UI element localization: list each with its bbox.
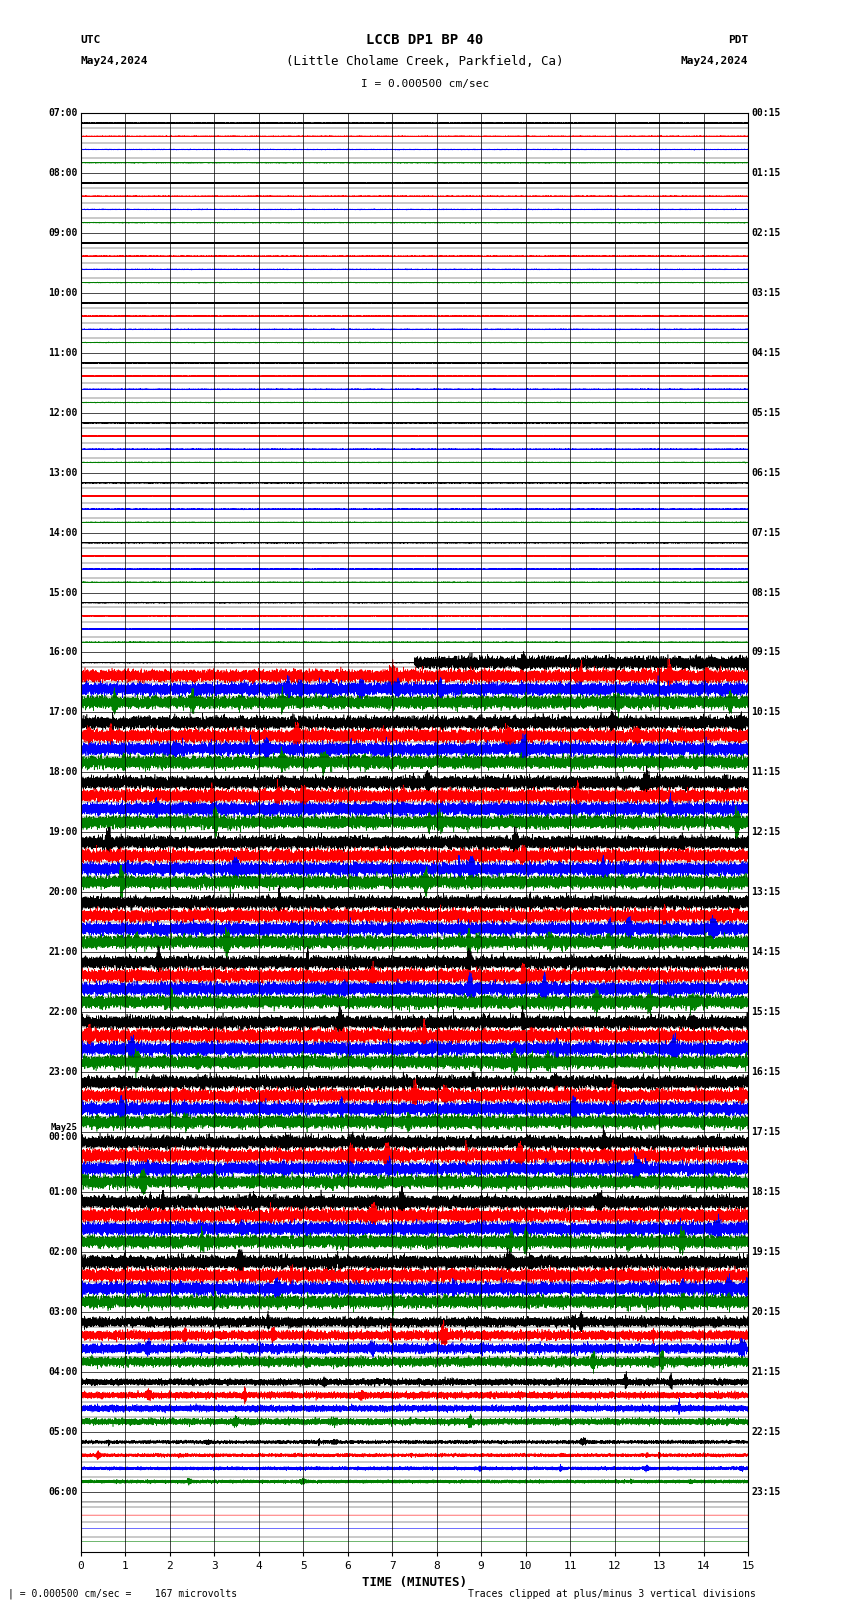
Text: 19:00: 19:00 [48,827,77,837]
Text: 03:15: 03:15 [751,287,780,298]
Text: 05:00: 05:00 [48,1428,77,1437]
Text: 16:00: 16:00 [48,647,77,658]
Text: 14:15: 14:15 [751,947,780,957]
Text: 22:00: 22:00 [48,1007,77,1018]
Text: LCCB DP1 BP 40: LCCB DP1 BP 40 [366,34,484,47]
Text: 11:00: 11:00 [48,348,77,358]
Text: 08:15: 08:15 [751,587,780,597]
Text: 08:00: 08:00 [48,168,77,177]
Text: 13:15: 13:15 [751,887,780,897]
Text: 15:00: 15:00 [48,587,77,597]
Text: 15:15: 15:15 [751,1007,780,1018]
Text: 06:15: 06:15 [751,468,780,477]
Text: Traces clipped at plus/minus 3 vertical divisions: Traces clipped at plus/minus 3 vertical … [468,1589,756,1598]
Text: 12:15: 12:15 [751,827,780,837]
Text: UTC: UTC [81,35,101,45]
Text: 01:00: 01:00 [48,1187,77,1197]
Text: 02:00: 02:00 [48,1247,77,1257]
Text: PDT: PDT [728,35,748,45]
Text: 00:15: 00:15 [751,108,780,118]
Text: | = 0.000500 cm/sec =    167 microvolts: | = 0.000500 cm/sec = 167 microvolts [8,1589,238,1598]
Text: 23:15: 23:15 [751,1487,780,1497]
Text: 02:15: 02:15 [751,227,780,237]
Text: 12:00: 12:00 [48,408,77,418]
Text: 04:00: 04:00 [48,1366,77,1378]
Text: 01:15: 01:15 [751,168,780,177]
Text: 07:15: 07:15 [751,527,780,537]
Text: 07:00: 07:00 [48,108,77,118]
Text: 09:00: 09:00 [48,227,77,237]
Text: 19:15: 19:15 [751,1247,780,1257]
X-axis label: TIME (MINUTES): TIME (MINUTES) [362,1576,467,1589]
Text: 05:15: 05:15 [751,408,780,418]
Text: 18:00: 18:00 [48,768,77,777]
Text: May24,2024: May24,2024 [81,56,148,66]
Text: 20:00: 20:00 [48,887,77,897]
Text: 21:00: 21:00 [48,947,77,957]
Text: 06:00: 06:00 [48,1487,77,1497]
Text: 04:15: 04:15 [751,348,780,358]
Text: 22:15: 22:15 [751,1428,780,1437]
Text: 17:15: 17:15 [751,1127,780,1137]
Text: 09:15: 09:15 [751,647,780,658]
Text: 17:00: 17:00 [48,708,77,718]
Text: 16:15: 16:15 [751,1068,780,1077]
Text: 14:00: 14:00 [48,527,77,537]
Text: May24,2024: May24,2024 [681,56,748,66]
Text: 11:15: 11:15 [751,768,780,777]
Text: 03:00: 03:00 [48,1307,77,1316]
Text: 10:00: 10:00 [48,287,77,298]
Text: May25: May25 [50,1123,77,1132]
Text: I = 0.000500 cm/sec: I = 0.000500 cm/sec [361,79,489,89]
Text: 23:00: 23:00 [48,1068,77,1077]
Text: 10:15: 10:15 [751,708,780,718]
Text: 00:00: 00:00 [48,1132,77,1142]
Text: 21:15: 21:15 [751,1366,780,1378]
Text: 13:00: 13:00 [48,468,77,477]
Text: 20:15: 20:15 [751,1307,780,1316]
Text: 18:15: 18:15 [751,1187,780,1197]
Text: (Little Cholame Creek, Parkfield, Ca): (Little Cholame Creek, Parkfield, Ca) [286,55,564,68]
